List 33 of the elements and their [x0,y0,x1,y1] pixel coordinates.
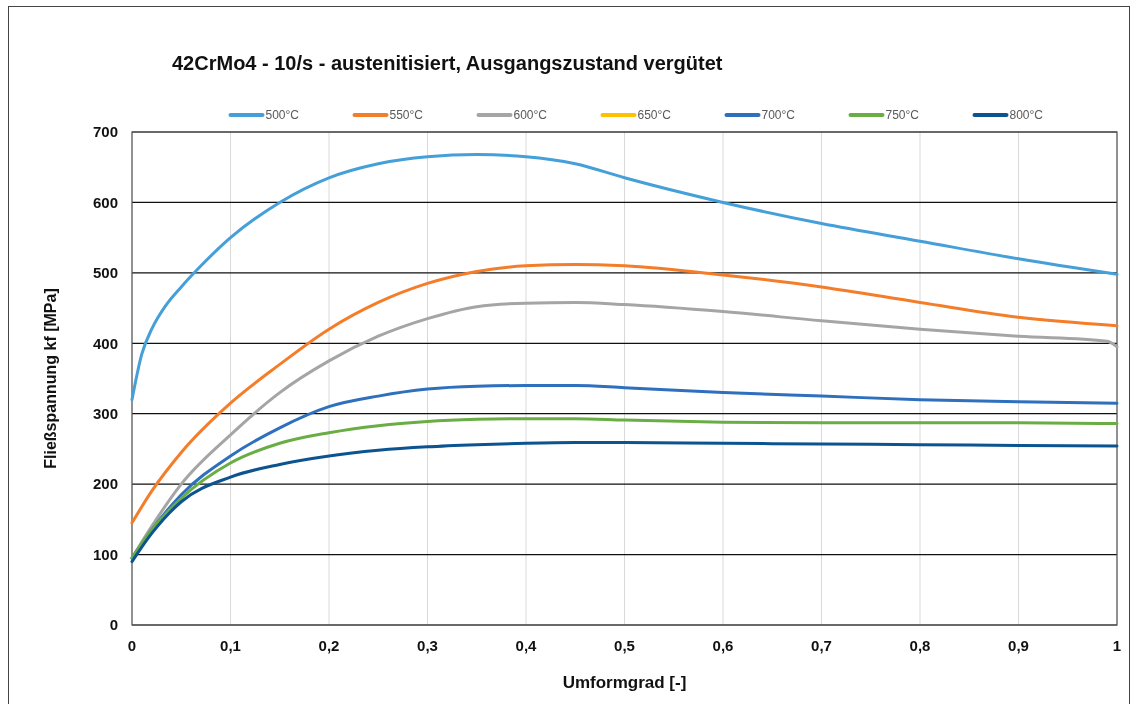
x-tick-label: 0,2 [318,637,340,654]
line-series [130,153,1119,402]
line-series [130,441,1119,564]
legend-label: 650°C [637,108,672,123]
x-tick-label: 0,8 [909,637,931,654]
y-axis-title: Fließspannung kf [MPa] [42,288,59,469]
x-axis-title: Umformgrad [-] [562,673,687,692]
x-tick-label: 0 [127,637,137,654]
y-tick-label: 0 [109,616,118,634]
y-tick-label: 700 [92,123,118,141]
line-series [130,262,1119,525]
y-tick-label: 400 [92,334,118,352]
y-tick-label: 100 [92,545,118,563]
y-tick-label: 500 [92,264,118,282]
legend-label: 800°C [1009,108,1044,123]
x-tick-label: 0,5 [614,637,635,654]
x-tick-label: 0,7 [811,637,832,654]
y-tick-label: 200 [92,475,118,493]
x-tick-label: 0,1 [220,637,241,654]
legend-label: 550°C [389,108,424,123]
legend-label: 500°C [265,108,300,123]
x-tick-label: 0,9 [1008,637,1029,654]
legend-label: 600°C [513,108,548,123]
x-tick-label: 1 [1112,637,1122,654]
chart-title: 42CrMo4 - 10/s - austenitisiert, Ausgangszustand vergütet [172,52,723,74]
x-tick-label: 0,3 [417,637,438,654]
legend-label: 750°C [885,108,920,123]
x-tick-label: 0,6 [712,637,734,654]
legend-label: 700°C [761,108,796,123]
y-tick-label: 300 [92,404,118,422]
y-tick-label: 600 [92,193,118,211]
line-series [130,417,1119,560]
x-tick-label: 0,4 [515,637,538,654]
